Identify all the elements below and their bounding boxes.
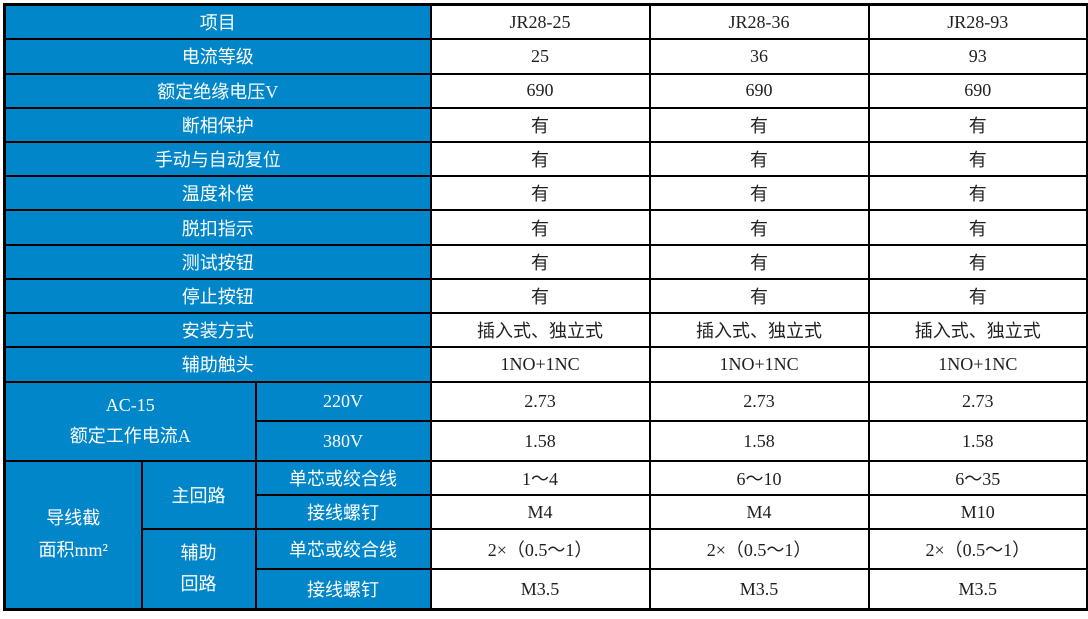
row-main-circuit-screw: 接线螺钉 M4 M4 M10 <box>5 494 1088 531</box>
spec-table: 项目 JR28-25 JR28-36 JR28-93 电流等级 25 36 93… <box>3 3 1088 611</box>
value-cell: 有 <box>648 140 870 178</box>
model-header-jr28-93: JR28-93 <box>867 3 1088 41</box>
row-insulation-voltage: 额定绝缘电压V 690 690 690 <box>3 72 1088 109</box>
aux-label-line2: 回路 <box>180 574 217 595</box>
row-label-cell: 辅助触头 <box>3 346 432 383</box>
row-stop-button: 停止按钮 有 有 有 <box>3 277 1088 315</box>
header-item-cell: 项目 <box>3 3 432 41</box>
row-ac15-220v: AC-15 额定工作电流A 220V 2.73 2.73 2.73 <box>3 380 1088 462</box>
model-header-jr28-36: JR28-36 <box>648 3 870 41</box>
ac15-220v-label-cell: 220V <box>254 380 432 423</box>
row-test-button: 测试按钮 有 有 有 <box>3 243 1088 280</box>
value-cell: 2×（0.5～1） <box>648 528 870 571</box>
row-label-cell: 手动与自动复位 <box>3 140 432 178</box>
value-cell: 1NO+1NC <box>867 346 1088 383</box>
row-temperature-compensation: 温度补偿 有 有 有 <box>3 175 1088 212</box>
value-cell: 有 <box>867 243 1088 280</box>
row-label-cell: 安装方式 <box>3 312 432 349</box>
header-row: 项目 JR28-25 JR28-36 JR28-93 <box>3 3 1088 41</box>
value-cell: 1.58 <box>429 420 651 462</box>
value-cell: 690 <box>867 72 1088 109</box>
row-label-cell: 测试按钮 <box>3 243 432 280</box>
value-cell: M4 <box>648 494 870 531</box>
row-label-cell: 额定绝缘电压V <box>3 72 432 109</box>
wire-label-line1: 导线截 <box>46 508 101 529</box>
row-aux-circuit-wire: 辅助 回路 单芯或绞合线 2×（0.5～1） 2×（0.5～1） 2×（0.5～… <box>5 528 1088 611</box>
row-label-cell: 断相保护 <box>3 106 432 143</box>
value-cell: 2.73 <box>867 380 1088 423</box>
value-cell: 25 <box>429 38 651 75</box>
row-aux-circuit-screw: 接线螺钉 M3.5 M3.5 M3.5 <box>5 568 1088 611</box>
value-cell: 6～10 <box>648 459 870 497</box>
value-cell: 690 <box>648 72 870 109</box>
row-label-cell: 温度补偿 <box>3 175 432 212</box>
value-cell: 有 <box>867 209 1088 246</box>
ac15-label-line1: AC-15 <box>105 394 155 415</box>
row-current-rating: 电流等级 25 36 93 <box>3 38 1088 75</box>
value-cell: 1.58 <box>867 420 1088 462</box>
value-cell: M3.5 <box>648 568 870 611</box>
model-header-jr28-25: JR28-25 <box>429 3 651 41</box>
value-cell: 有 <box>429 106 651 143</box>
row-manual-auto-reset: 手动与自动复位 有 有 有 <box>3 140 1088 178</box>
value-cell: 36 <box>648 38 870 75</box>
row-mounting-method: 安装方式 插入式、独立式 插入式、独立式 插入式、独立式 <box>3 312 1088 349</box>
value-cell: 有 <box>867 175 1088 212</box>
value-cell: 有 <box>648 243 870 280</box>
wire-group-label-cell: 导线截 面积mm² <box>3 459 143 611</box>
aux-circuit-label-cell: 辅助 回路 <box>140 528 257 611</box>
aux-screw-label-cell: 接线螺钉 <box>254 568 432 611</box>
value-cell: M3.5 <box>867 568 1088 611</box>
aux-wire-type-label-cell: 单芯或绞合线 <box>254 528 432 571</box>
main-wire-type-label-cell: 单芯或绞合线 <box>254 459 432 497</box>
value-cell: 2.73 <box>429 380 651 423</box>
value-cell: 插入式、独立式 <box>867 312 1088 349</box>
value-cell: 有 <box>429 277 651 315</box>
row-phase-failure-protection: 断相保护 有 有 有 <box>3 106 1088 143</box>
value-cell: 有 <box>648 209 870 246</box>
value-cell: M4 <box>429 494 651 531</box>
row-auxiliary-contacts: 辅助触头 1NO+1NC 1NO+1NC 1NO+1NC <box>3 346 1088 383</box>
main-circuit-label-cell: 主回路 <box>140 459 257 531</box>
ac15-label-line2: 额定工作电流A <box>69 426 191 447</box>
value-cell: M10 <box>867 494 1088 531</box>
value-cell: 2.73 <box>648 380 870 423</box>
ac15-group-label-cell: AC-15 额定工作电流A <box>3 380 257 462</box>
value-cell: 有 <box>867 277 1088 315</box>
value-cell: 1NO+1NC <box>429 346 651 383</box>
value-cell: 690 <box>429 72 651 109</box>
value-cell: 6～35 <box>867 459 1088 497</box>
value-cell: 有 <box>429 209 651 246</box>
row-label-cell: 电流等级 <box>3 38 432 75</box>
row-main-circuit-wire: 导线截 面积mm² 主回路 单芯或绞合线 1～4 6～10 6～35 <box>3 459 1088 611</box>
value-cell: 2×（0.5～1） <box>867 528 1088 571</box>
value-cell: 有 <box>429 140 651 178</box>
value-cell: 2×（0.5～1） <box>429 528 651 571</box>
value-cell: 有 <box>648 175 870 212</box>
value-cell: M3.5 <box>429 568 651 611</box>
value-cell: 1NO+1NC <box>648 346 870 383</box>
value-cell: 1.58 <box>648 420 870 462</box>
row-label-cell: 停止按钮 <box>3 277 432 315</box>
value-cell: 有 <box>429 175 651 212</box>
row-trip-indication: 脱扣指示 有 有 有 <box>3 209 1088 246</box>
value-cell: 93 <box>867 38 1088 75</box>
value-cell: 有 <box>867 106 1088 143</box>
main-screw-label-cell: 接线螺钉 <box>254 494 432 531</box>
value-cell: 1～4 <box>429 459 651 497</box>
value-cell: 有 <box>867 140 1088 178</box>
value-cell: 有 <box>429 243 651 280</box>
wire-label-line2: 面积mm² <box>38 539 108 560</box>
value-cell: 插入式、独立式 <box>429 312 651 349</box>
row-label-cell: 脱扣指示 <box>3 209 432 246</box>
value-cell: 有 <box>648 106 870 143</box>
value-cell: 插入式、独立式 <box>648 312 870 349</box>
ac15-380v-label-cell: 380V <box>254 420 432 462</box>
aux-label-line1: 辅助 <box>180 542 217 563</box>
row-ac15-380v: 380V 1.58 1.58 1.58 <box>5 420 1088 462</box>
value-cell: 有 <box>648 277 870 315</box>
